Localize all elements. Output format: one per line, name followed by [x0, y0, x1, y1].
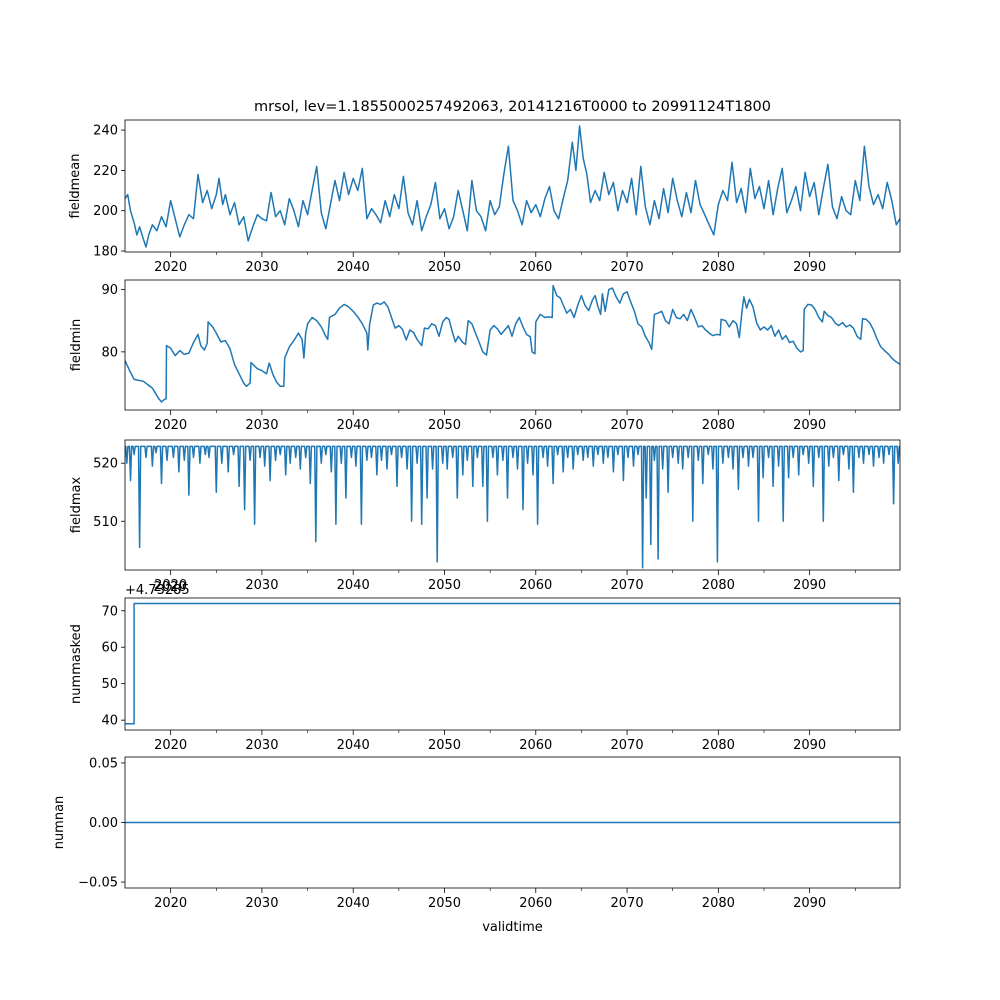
x-tick-label-fieldmean: 2090	[793, 260, 826, 275]
y-axis-label-fieldmax: fieldmax	[69, 477, 84, 534]
x-tick-label-fieldmin: 2060	[519, 418, 552, 433]
overlap-tick-label: 2020	[153, 580, 186, 595]
x-tick-label-nummasked: 2080	[702, 738, 735, 753]
x-tick-label-nummasked: 2060	[519, 738, 552, 753]
series-line-fieldmin	[125, 284, 900, 403]
panel-nummasked: 40 50 60 70 nummasked 2020 2030 2040 2050 2060 207…	[69, 580, 901, 753]
x-tick-label-fieldmin: 2050	[428, 418, 461, 433]
y-tick-label-fieldmean: 220	[93, 164, 118, 179]
x-tick-label-fieldmean: 2060	[519, 260, 552, 275]
x-tick-label-numnan: 2070	[611, 896, 644, 911]
x-tick-label-numnan: 2050	[428, 896, 461, 911]
y-tick-label-fieldmean: 200	[93, 204, 118, 219]
x-tick-label-fieldmin: 2070	[611, 418, 644, 433]
axes-frame-nummasked	[124, 597, 901, 731]
x-tick-label-nummasked: 2070	[611, 738, 644, 753]
x-tick-label-fieldmin: 2080	[702, 418, 735, 433]
y-axis-label-numnan: numnan	[52, 796, 67, 850]
y-tick-label-fieldmax: 520	[93, 457, 118, 472]
series-line-nummasked	[125, 602, 900, 725]
panel-fieldmean: 180 200 220 240 fieldmean 2020 2030 2040 2050 206…	[68, 119, 901, 275]
panel-fieldmax: 510 520 fieldmax 2020 2030 2040 2050 2060 2070 20…	[69, 439, 901, 593]
x-axis-label: validtime	[482, 920, 543, 935]
x-tick-label-fieldmean: 2020	[154, 260, 187, 275]
x-tick-label-fieldmin: 2090	[793, 418, 826, 433]
y-tick-label-numnan: 0.00	[89, 816, 118, 831]
x-tick-label-fieldmean: 2040	[337, 260, 370, 275]
x-tick-label-numnan: 2040	[337, 896, 370, 911]
y-tick-label-fieldmin: 90	[101, 283, 118, 298]
y-axis-label-nummasked: nummasked	[69, 624, 84, 704]
x-tick-label-numnan: 2080	[702, 896, 735, 911]
x-tick-label-fieldmin: 2030	[245, 418, 278, 433]
x-tick-label-nummasked: 2050	[428, 738, 461, 753]
y-tick-label-numnan: 0.05	[89, 756, 118, 771]
y-tick-label-nummasked: 60	[101, 641, 118, 656]
x-tick-label-fieldmax: 2080	[702, 578, 735, 593]
y-tick-label-nummasked: 70	[101, 604, 118, 619]
y-tick-label-numnan: −0.05	[78, 876, 118, 891]
axes-frame-fieldmax	[124, 439, 901, 571]
y-offset-text: +4.73285	[125, 583, 190, 598]
x-tick-label-fieldmax: 2040	[337, 578, 370, 593]
x-tick-label-nummasked: 2040	[337, 738, 370, 753]
x-tick-label-fieldmin: 2040	[337, 418, 370, 433]
x-tick-label-numnan: 2020	[154, 896, 187, 911]
chart-title: mrsol, lev=1.1855000257492063, 20141216T…	[254, 99, 771, 115]
series-line-fieldmean	[125, 125, 900, 248]
axes-frame-fieldmean	[124, 119, 901, 253]
y-tick-label-fieldmax: 510	[93, 515, 118, 530]
x-tick-label-fieldmax: 2090	[793, 578, 826, 593]
x-tick-label-fieldmean: 2030	[245, 260, 278, 275]
y-axis-label-fieldmin: fieldmin	[69, 319, 84, 372]
x-tick-label-numnan: 2060	[519, 896, 552, 911]
panel-fieldmin: 80 90 fieldmin 2020 2030 2040 2050 2060 2070 2080…	[69, 279, 901, 433]
x-tick-label-nummasked: 2090	[793, 738, 826, 753]
y-axis-label-fieldmean: fieldmean	[68, 154, 83, 219]
x-tick-label-fieldmax: 2050	[428, 578, 461, 593]
x-tick-label-fieldmax: 2020	[154, 578, 187, 593]
x-tick-label-fieldmax: 2060	[519, 578, 552, 593]
y-tick-label-fieldmean: 240	[93, 124, 118, 139]
y-tick-label-nummasked: 50	[101, 677, 118, 692]
axes-frame-fieldmin	[124, 279, 901, 411]
series-line-fieldmax	[125, 445, 900, 569]
x-tick-label-fieldmax: 2030	[245, 578, 278, 593]
x-tick-label-fieldmean: 2080	[702, 260, 735, 275]
x-tick-label-fieldmax: 2070	[611, 578, 644, 593]
x-tick-label-fieldmin: 2020	[154, 418, 187, 433]
x-tick-label-numnan: 2030	[245, 896, 278, 911]
panel-numnan: 0.05 0.00 −0.05 numnan 2020 2030 2040 2050 2060 2…	[52, 756, 901, 911]
x-tick-label-numnan: 2090	[793, 896, 826, 911]
x-tick-label-fieldmean: 2070	[611, 260, 644, 275]
x-tick-label-nummasked: 2020	[154, 738, 187, 753]
y-tick-label-nummasked: 40	[101, 714, 118, 729]
y-tick-label-fieldmin: 80	[101, 345, 118, 360]
x-tick-label-fieldmean: 2050	[428, 260, 461, 275]
y-tick-label-fieldmean: 180	[93, 244, 118, 259]
x-tick-label-nummasked: 2030	[245, 738, 278, 753]
